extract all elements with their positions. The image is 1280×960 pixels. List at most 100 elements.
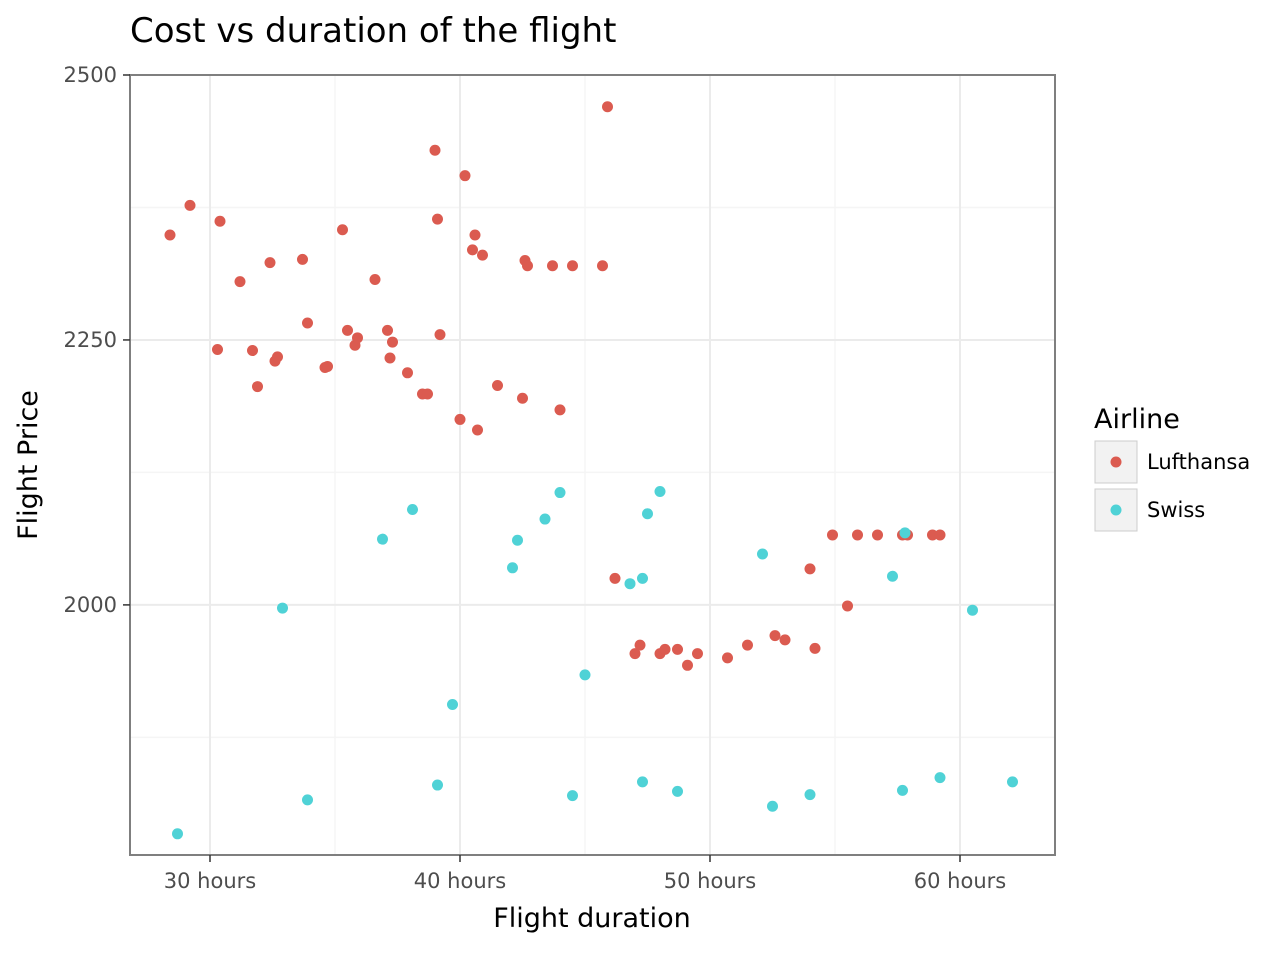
point-lufthansa	[547, 260, 558, 272]
point-swiss	[624, 578, 636, 590]
point-lufthansa	[672, 643, 683, 655]
point-lufthansa	[264, 257, 276, 269]
point-lufthansa	[522, 260, 533, 272]
point-lufthansa	[434, 329, 446, 341]
point-lufthansa	[682, 659, 693, 671]
point-lufthansa	[779, 634, 791, 646]
point-lufthansa	[872, 529, 883, 541]
point-lufthansa	[477, 249, 488, 261]
point-swiss	[637, 776, 648, 788]
point-lufthansa	[422, 388, 433, 400]
point-swiss	[512, 534, 523, 546]
point-lufthansa	[164, 229, 176, 241]
x-tick-label: 60 hours	[914, 869, 1006, 893]
point-swiss	[172, 828, 183, 840]
point-lufthansa	[184, 199, 196, 211]
point-lufthansa	[809, 642, 821, 654]
point-swiss	[377, 533, 388, 545]
point-swiss	[277, 602, 288, 614]
legend-item-swiss: Swiss	[1094, 488, 1205, 532]
point-lufthansa	[827, 529, 838, 541]
point-lufthansa	[602, 101, 613, 113]
point-lufthansa	[337, 224, 348, 236]
legend: Airline Lufthansa Swiss	[1094, 404, 1250, 532]
point-lufthansa	[352, 332, 363, 344]
point-swiss	[579, 669, 591, 681]
point-swiss	[934, 772, 946, 784]
x-tick-label: 50 hours	[664, 869, 756, 893]
point-lufthansa	[804, 563, 816, 575]
point-lufthansa	[247, 345, 258, 357]
point-swiss	[654, 485, 666, 497]
point-lufthansa	[634, 639, 646, 651]
point-swiss	[767, 800, 778, 812]
point-swiss	[447, 699, 458, 711]
point-swiss	[1007, 776, 1018, 788]
point-lufthansa	[554, 404, 566, 416]
point-swiss	[507, 562, 518, 574]
point-lufthansa	[322, 360, 333, 372]
point-swiss	[567, 790, 578, 802]
legend-item-lufthansa: Lufthansa	[1094, 440, 1250, 484]
chart-title: Cost vs duration of the flight	[130, 11, 616, 51]
point-lufthansa	[429, 144, 441, 156]
point-lufthansa	[387, 336, 398, 348]
grid-lines	[130, 74, 1055, 855]
point-swiss	[897, 784, 908, 796]
point-lufthansa	[297, 253, 308, 265]
point-lufthansa	[722, 652, 733, 664]
point-lufthansa	[692, 648, 703, 660]
point-swiss	[407, 504, 418, 516]
point-lufthansa	[472, 424, 483, 436]
point-lufthansa	[517, 392, 528, 404]
point-lufthansa	[234, 276, 246, 288]
x-tick-label: 40 hours	[414, 869, 506, 893]
legend-label-lufthansa: Lufthansa	[1147, 450, 1250, 474]
point-swiss	[967, 604, 978, 616]
point-lufthansa	[369, 274, 381, 286]
point-lufthansa	[302, 317, 313, 329]
point-lufthansa	[467, 244, 478, 256]
plot-panel-border	[129, 74, 1056, 856]
point-lufthansa	[597, 260, 608, 272]
y-tick-label: 2250	[64, 328, 117, 352]
point-lufthansa	[382, 324, 393, 336]
point-swiss	[899, 527, 911, 539]
point-lufthansa	[384, 352, 396, 364]
x-tick-label: 30 hours	[164, 869, 256, 893]
y-tick-label: 2000	[64, 593, 117, 617]
y-tick-label: 2500	[64, 63, 117, 87]
point-lufthansa	[252, 381, 263, 393]
point-lufthansa	[469, 229, 481, 241]
point-lufthansa	[742, 639, 753, 651]
point-lufthansa	[567, 260, 578, 272]
point-lufthansa	[769, 630, 781, 642]
point-lufthansa	[272, 351, 283, 363]
point-lufthansa	[342, 324, 353, 336]
point-lufthansa	[432, 213, 443, 225]
y-axis-title: Flight Price	[13, 390, 44, 540]
point-lufthansa	[852, 529, 863, 541]
point-swiss	[554, 487, 566, 499]
legend-marker-lufthansa	[1110, 456, 1122, 468]
point-lufthansa	[934, 529, 946, 541]
data-points	[164, 101, 1018, 840]
axes: 30 hours 40 hours 50 hours 60 hours 2000 2250…	[64, 63, 1007, 893]
point-swiss	[539, 513, 551, 525]
point-swiss	[672, 785, 683, 797]
point-lufthansa	[212, 343, 223, 355]
point-lufthansa	[609, 572, 621, 584]
point-swiss	[757, 548, 768, 560]
point-swiss	[302, 794, 313, 806]
point-lufthansa	[842, 600, 853, 612]
legend-marker-swiss	[1110, 504, 1122, 516]
point-lufthansa	[629, 648, 641, 660]
point-lufthansa	[659, 643, 671, 655]
legend-label-swiss: Swiss	[1147, 498, 1205, 522]
point-lufthansa	[402, 367, 413, 379]
x-axis-title: Flight duration	[493, 903, 691, 934]
point-swiss	[637, 572, 648, 584]
point-lufthansa	[454, 413, 466, 425]
legend-title: Airline	[1094, 404, 1180, 435]
